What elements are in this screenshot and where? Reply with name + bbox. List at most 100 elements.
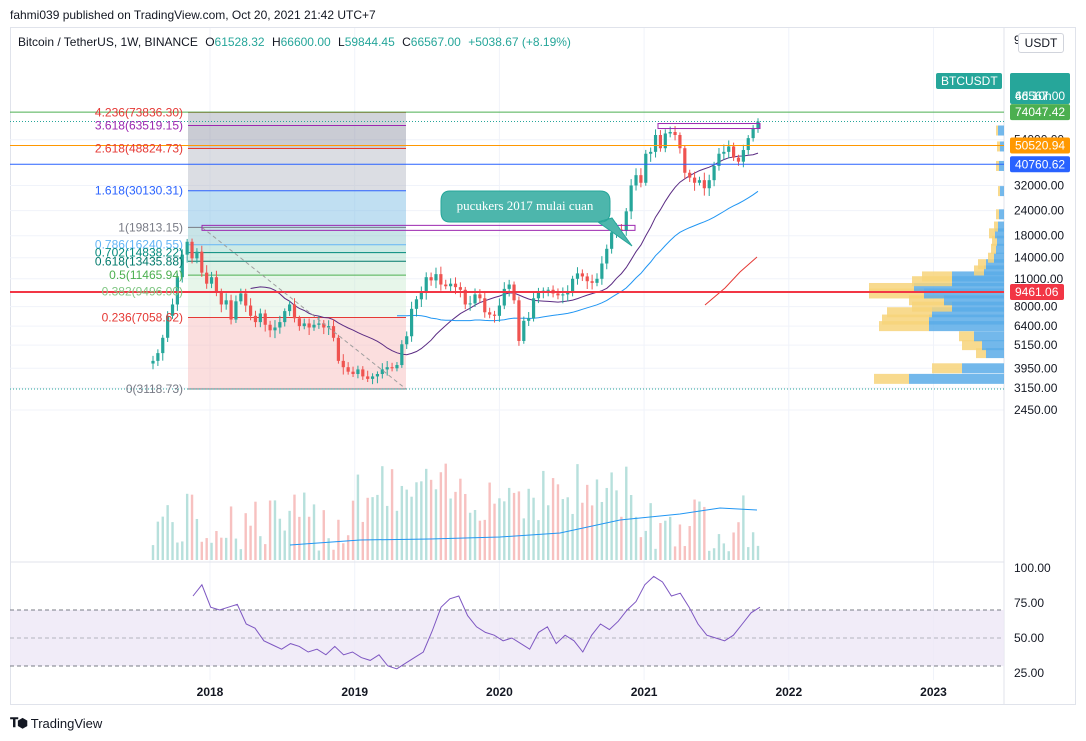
fib-label: 1.618(30130.31)	[95, 184, 183, 198]
volume-bar	[215, 530, 218, 560]
candle-body	[400, 344, 404, 366]
vp-bar-up	[996, 243, 1004, 254]
candle-body	[229, 300, 233, 320]
candle-body	[697, 180, 702, 183]
fib-label: 1(19813.15)	[118, 220, 183, 234]
price-tick: 11000.00	[1014, 272, 1063, 286]
candle-body	[712, 165, 716, 181]
volume-bar	[405, 489, 408, 560]
candle-body	[180, 254, 184, 278]
volume-bar	[693, 499, 696, 560]
high-value: 66600.00	[280, 35, 331, 49]
volume-bar	[254, 501, 257, 560]
price-tick: 2450.00	[1014, 403, 1058, 417]
volume-bar	[664, 520, 667, 560]
candle-body	[488, 312, 492, 315]
vp-bar-down	[997, 141, 1000, 152]
candle-body	[663, 133, 667, 149]
vp-bar-down	[962, 340, 982, 351]
volume-bar	[639, 537, 643, 560]
candle-body	[346, 367, 350, 372]
candle-body	[683, 148, 687, 173]
candle-body	[707, 180, 711, 189]
volume-bar	[542, 470, 545, 560]
volume-bar	[200, 541, 203, 560]
volume-bar	[688, 526, 691, 560]
close-label: C	[402, 35, 411, 49]
vp-bar-down	[882, 314, 929, 325]
vp-bar-up	[962, 363, 1004, 374]
vp-bar-down	[912, 301, 952, 312]
candle-body	[370, 376, 375, 379]
candle-body	[746, 138, 750, 151]
low-value: 59844.45	[344, 35, 395, 49]
volume-bar	[737, 522, 740, 560]
price-tag-box	[1010, 73, 1070, 104]
currency-button[interactable]: USDT	[1018, 33, 1064, 53]
candle-body	[185, 241, 189, 255]
candle-body	[497, 305, 502, 316]
candle-body	[405, 336, 409, 345]
volume-bar	[590, 505, 594, 560]
vp-bar-up	[952, 271, 1004, 282]
open-value: 61528.32	[214, 35, 265, 49]
volume-bar	[434, 489, 438, 560]
drawings	[201, 123, 761, 390]
vp-bar-up	[986, 259, 1004, 270]
candle-body	[429, 277, 433, 281]
candle-body	[214, 277, 219, 292]
volume-bar	[385, 505, 389, 560]
volume-bar	[717, 534, 721, 560]
vp-bar-down	[996, 160, 999, 171]
change-value: +5038.67 (+8.19%)	[468, 35, 571, 49]
candle-body	[375, 374, 380, 377]
fib-zone	[188, 125, 406, 149]
volume-bar	[337, 519, 340, 560]
candle-body	[409, 308, 414, 337]
candle-body	[258, 313, 262, 323]
candle-body	[561, 294, 565, 296]
footer-brand[interactable]: 𝐓⬢ TradingView	[10, 715, 102, 731]
candle-body	[209, 277, 214, 284]
volume-bar	[708, 550, 711, 560]
price-tag-box	[1010, 104, 1070, 121]
range-box-2017	[201, 224, 636, 231]
price-tick: 14000.00	[1014, 251, 1064, 265]
vp-bar-down	[922, 271, 952, 282]
vp-bar-up	[999, 209, 1004, 220]
vp-bar-down	[989, 228, 995, 239]
candle-body	[444, 284, 448, 287]
volume-bar	[234, 538, 238, 560]
annotation-callout[interactable]: pucukers 2017 mulai cuan	[440, 190, 633, 247]
candle-body	[668, 131, 672, 134]
candle-body	[439, 274, 443, 285]
volume-bar	[283, 530, 286, 560]
horizontal-lines	[10, 111, 1004, 390]
price-tag-label: 40760.62	[1015, 157, 1065, 171]
volume-bar	[278, 518, 282, 560]
price-tag-box	[1010, 283, 1064, 300]
vp-bar-down	[991, 243, 996, 254]
candle-body	[356, 369, 360, 375]
candle-body	[302, 323, 306, 327]
rsi-tick: 100.00	[1014, 561, 1051, 575]
candle-body	[248, 305, 253, 316]
time-axis[interactable]: 2018 2019 2020 2021 2022 2023	[197, 685, 948, 699]
volume-bar	[195, 518, 199, 560]
candle-body	[312, 324, 316, 328]
fib-zone	[188, 275, 406, 292]
candle-body	[341, 360, 345, 368]
candle-body	[200, 251, 204, 273]
volume-bar	[395, 510, 399, 560]
candle-body	[575, 273, 580, 279]
time-tick: 2020	[486, 685, 513, 699]
volume-bar	[722, 543, 726, 560]
volume-bar	[371, 497, 374, 560]
volume-bar	[381, 466, 384, 560]
candle-body	[292, 304, 297, 319]
volume-bar	[449, 498, 452, 560]
fib-zone	[188, 148, 406, 191]
vp-bar-down	[869, 288, 924, 299]
volume-bar	[322, 510, 325, 560]
